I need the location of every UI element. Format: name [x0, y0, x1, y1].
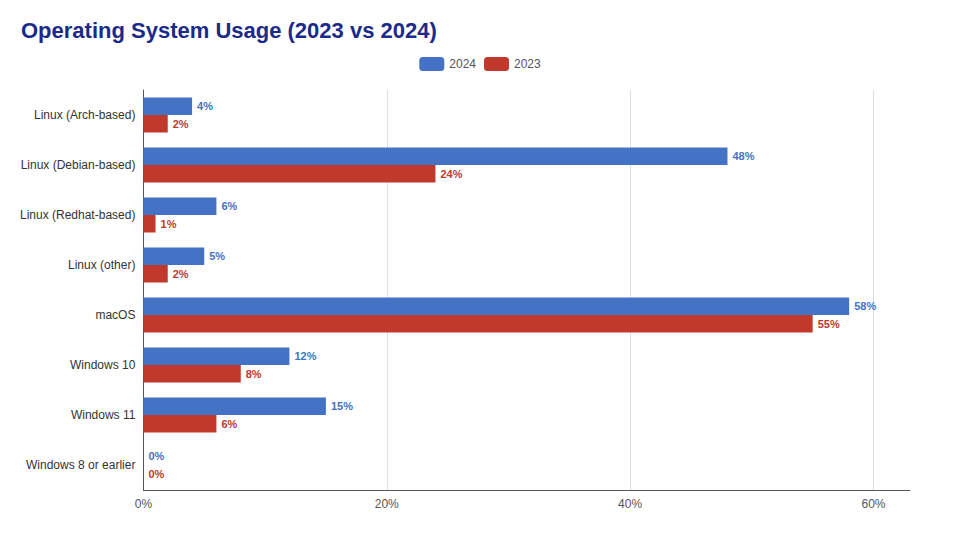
svg-text:2%: 2% [173, 118, 189, 130]
svg-text:2024: 2024 [449, 57, 476, 71]
svg-text:4%: 4% [197, 100, 213, 112]
svg-text:6%: 6% [221, 200, 237, 212]
svg-text:Windows 11: Windows 11 [71, 408, 136, 422]
svg-text:Linux (Redhat-based): Linux (Redhat-based) [20, 208, 135, 222]
svg-text:Operating System Usage (2023 v: Operating System Usage (2023 vs 2024) [21, 18, 437, 43]
svg-text:5%: 5% [209, 250, 225, 262]
svg-text:Linux (other): Linux (other) [68, 258, 135, 272]
svg-text:Windows 8 or earlier: Windows 8 or earlier [26, 458, 135, 472]
svg-text:40%: 40% [618, 497, 642, 511]
svg-text:8%: 8% [246, 368, 262, 380]
svg-text:macOS: macOS [95, 308, 135, 322]
svg-text:0%: 0% [148, 450, 164, 462]
svg-text:58%: 58% [854, 300, 876, 312]
svg-text:15%: 15% [331, 400, 353, 412]
svg-text:1%: 1% [161, 218, 177, 230]
svg-text:55%: 55% [818, 318, 840, 330]
svg-text:Windows 10: Windows 10 [70, 358, 136, 372]
svg-text:2023: 2023 [514, 57, 541, 71]
svg-text:48%: 48% [732, 150, 754, 162]
svg-text:0%: 0% [148, 468, 164, 480]
svg-text:Linux (Arch-based): Linux (Arch-based) [34, 108, 135, 122]
svg-text:6%: 6% [221, 418, 237, 430]
svg-text:12%: 12% [294, 350, 316, 362]
svg-text:20%: 20% [375, 497, 399, 511]
svg-text:Linux (Debian-based): Linux (Debian-based) [21, 158, 136, 172]
svg-text:2%: 2% [173, 268, 189, 280]
svg-text:24%: 24% [440, 168, 462, 180]
svg-text:60%: 60% [861, 497, 885, 511]
svg-text:0%: 0% [135, 497, 153, 511]
